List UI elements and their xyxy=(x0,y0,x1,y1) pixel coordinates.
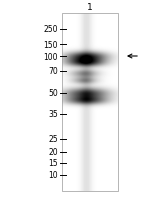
Text: 150: 150 xyxy=(44,40,58,49)
Text: 250: 250 xyxy=(44,25,58,34)
Text: 10: 10 xyxy=(48,171,58,180)
Text: 50: 50 xyxy=(48,89,58,98)
Bar xyxy=(62,14,118,191)
Text: 25: 25 xyxy=(48,135,58,144)
Text: 15: 15 xyxy=(48,159,58,168)
Text: 1: 1 xyxy=(87,3,93,12)
Text: 35: 35 xyxy=(48,110,58,119)
Text: 70: 70 xyxy=(48,67,58,76)
Text: 100: 100 xyxy=(44,52,58,61)
Text: 20: 20 xyxy=(48,148,58,157)
